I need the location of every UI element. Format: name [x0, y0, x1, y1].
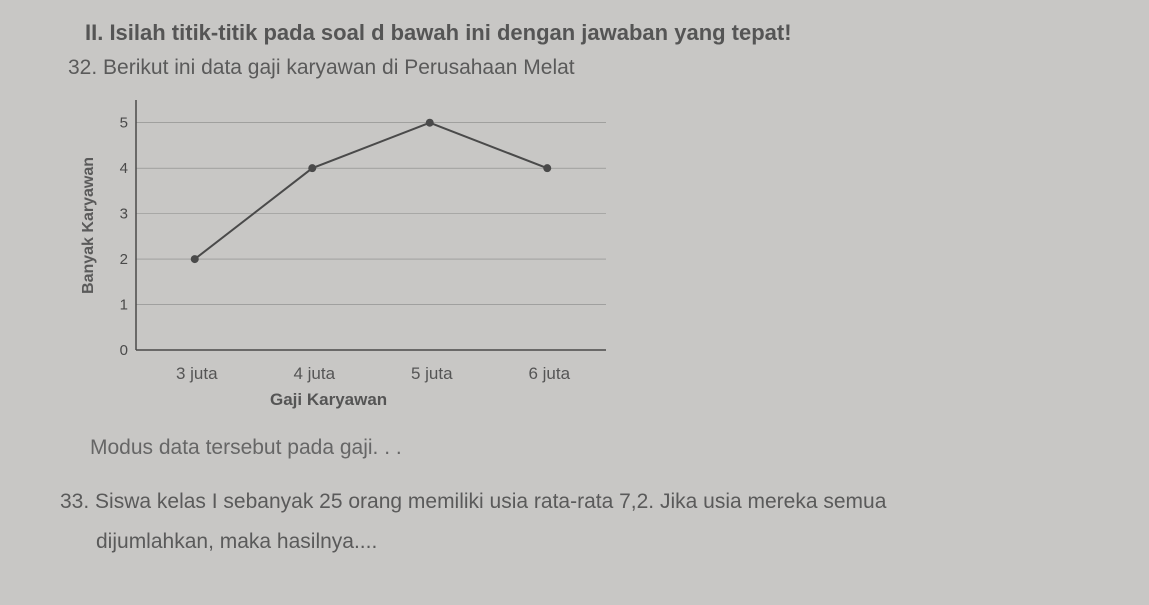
question-32: 32. Berikut ini data gaji karyawan di Pe…	[68, 56, 1089, 80]
svg-text:5: 5	[120, 115, 128, 132]
chart-xlabel: 5 juta	[373, 364, 491, 384]
chart-xlabels: 3 juta4 juta5 juta6 juta	[138, 364, 608, 384]
section-heading: II. Isilah titik-titik pada soal d bawah…	[85, 20, 1089, 46]
chart-ylabel: Banyak Karyawan	[80, 157, 98, 294]
line-chart: 0 1 2 3 4 5	[104, 90, 616, 360]
chart-xlabel: 4 juta	[256, 364, 374, 384]
question-33: 33. Siswa kelas I sebanyak 25 orang memi…	[60, 482, 1089, 562]
svg-text:0: 0	[120, 342, 128, 359]
q33-line2: dijumlahkan, maka hasilnya....	[96, 530, 377, 553]
q32-number: 32.	[68, 56, 97, 79]
svg-text:1: 1	[120, 297, 128, 314]
q33-number: 33.	[60, 490, 89, 513]
svg-text:3: 3	[120, 206, 128, 223]
chart-xaxis-title: Gaji Karyawan	[270, 390, 1089, 410]
q33-line1: Siswa kelas I sebanyak 25 orang memiliki…	[95, 490, 886, 513]
modus-text: Modus data tersebut pada gaji. . .	[90, 436, 1089, 460]
chart-container: Banyak Karyawan 0 1 2 3 4 5	[80, 90, 1089, 360]
chart-xlabel: 3 juta	[138, 364, 256, 384]
svg-text:2: 2	[120, 251, 128, 268]
chart-xlabel: 6 juta	[491, 364, 609, 384]
svg-text:4: 4	[120, 160, 128, 177]
q32-text: Berikut ini data gaji karyawan di Perusa…	[103, 56, 575, 79]
